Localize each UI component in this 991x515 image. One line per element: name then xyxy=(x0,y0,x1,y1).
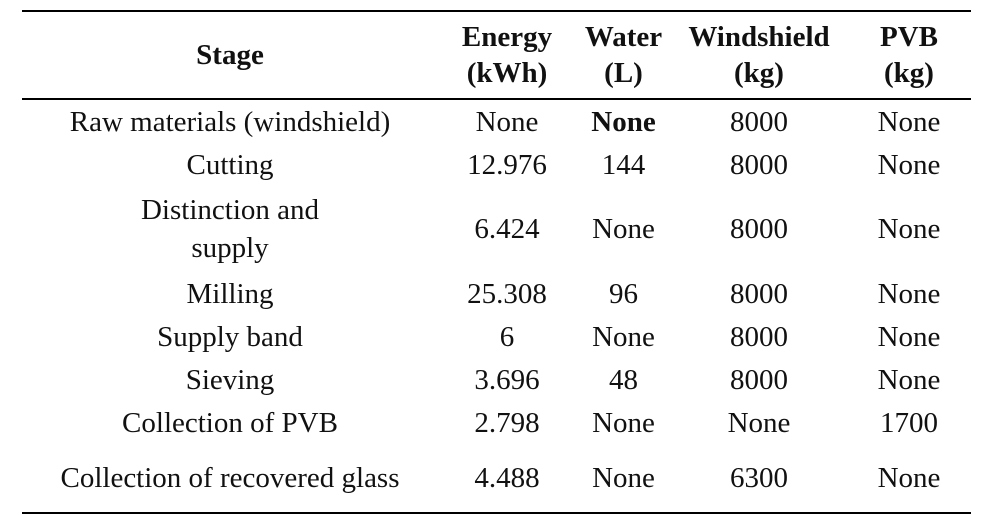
cell-pvb: 1700 xyxy=(880,406,938,439)
stage-text: Collection of recovered glass xyxy=(60,462,400,494)
cell-energy: None xyxy=(475,105,539,138)
stage-text: Cutting xyxy=(186,148,274,181)
cell-stage: Supply band xyxy=(22,315,438,358)
cell-pvb: None xyxy=(877,363,941,396)
header-stage: Stage xyxy=(22,11,438,99)
header-windshield-line-2: (kg) xyxy=(734,57,784,89)
table-header: Stage Energy (kWh) Water (L) Windshield … xyxy=(22,11,971,99)
cell-energy: 2.798 xyxy=(474,406,540,439)
cell-water: 144 xyxy=(601,148,646,181)
cell-pvb: None xyxy=(877,462,941,494)
data-table-container: Stage Energy (kWh) Water (L) Windshield … xyxy=(22,10,971,514)
cell-water: None xyxy=(592,320,655,353)
stage-text: Sieving xyxy=(185,363,275,396)
header-water: Water (L) xyxy=(576,11,671,99)
cell-windshield: 6300 xyxy=(730,462,788,494)
stage-text: Milling xyxy=(186,277,274,310)
table-row: Distinction and supply 6.424 None 8000 N… xyxy=(22,186,971,272)
cell-pvb: None xyxy=(877,277,941,310)
cell-stage: Raw materials (windshield) xyxy=(22,99,438,143)
cell-windshield: 8000 xyxy=(730,320,788,353)
cell-energy: 3.696 xyxy=(474,363,540,396)
cell-stage: Distinction and supply xyxy=(22,186,438,272)
cell-windshield: 8000 xyxy=(730,213,788,245)
cell-stage: Cutting xyxy=(22,143,438,186)
header-pvb-line-1: PVB xyxy=(880,21,938,53)
table-row: Collection of PVB 2.798 None None 1700 xyxy=(22,401,971,444)
cell-energy: 12.976 xyxy=(467,148,547,181)
cell-stage: Collection of recovered glass xyxy=(22,444,438,513)
cell-stage: Collection of PVB xyxy=(22,401,438,444)
cell-windshield: 8000 xyxy=(730,277,788,310)
cell-energy: 6.424 xyxy=(474,213,540,245)
stage-text-line-1: Distinction and xyxy=(140,194,319,226)
cell-water: 96 xyxy=(609,277,638,310)
stage-text: Supply band xyxy=(157,320,303,353)
cell-windshield: 8000 xyxy=(730,363,788,396)
cell-windshield: 8000 xyxy=(730,105,788,138)
cell-pvb: None xyxy=(877,105,941,138)
cell-stage: Sieving xyxy=(22,358,438,401)
cell-pvb: None xyxy=(877,213,941,245)
table-row: Cutting 12.976 144 8000 None xyxy=(22,143,971,186)
cell-energy: 6 xyxy=(499,320,515,353)
cell-water: None xyxy=(592,406,655,439)
stage-text: Raw materials (windshield) xyxy=(69,105,391,138)
table-row: Collection of recovered glass 4.488 None… xyxy=(22,444,971,513)
header-pvb-line-2: (kg) xyxy=(884,57,934,89)
stage-text: Collection of PVB xyxy=(122,406,338,439)
table-row: Milling 25.308 96 8000 None xyxy=(22,272,971,315)
header-stage-line-1: Stage xyxy=(196,39,264,71)
table-row: Sieving 3.696 48 8000 None xyxy=(22,358,971,401)
table-row: Supply band 6 None 8000 None xyxy=(22,315,971,358)
header-water-line-2: (L) xyxy=(604,57,643,89)
header-windshield: Windshield (kg) xyxy=(671,11,847,99)
cell-pvb: None xyxy=(877,148,941,181)
cell-water: 48 xyxy=(609,363,638,396)
header-water-line-1: Water xyxy=(584,21,663,53)
header-windshield-line-1: Windshield xyxy=(688,21,830,53)
header-row: Stage Energy (kWh) Water (L) Windshield … xyxy=(22,11,971,99)
cell-water: None xyxy=(591,105,656,138)
cell-energy: 25.308 xyxy=(467,277,547,310)
header-energy: Energy (kWh) xyxy=(438,11,576,99)
stage-resource-table: Stage Energy (kWh) Water (L) Windshield … xyxy=(22,10,971,514)
header-energy-line-1: Energy xyxy=(461,21,553,53)
cell-stage: Milling xyxy=(22,272,438,315)
header-pvb: PVB (kg) xyxy=(847,11,971,99)
cell-energy: 4.488 xyxy=(474,462,540,494)
cell-water: None xyxy=(592,213,655,245)
header-energy-line-2: (kWh) xyxy=(466,57,548,89)
table-row: Raw materials (windshield) None None 800… xyxy=(22,99,971,143)
table-body: Raw materials (windshield) None None 800… xyxy=(22,99,971,513)
cell-water: None xyxy=(592,462,655,494)
cell-windshield: None xyxy=(727,406,791,439)
cell-windshield: 8000 xyxy=(730,148,788,181)
stage-text-line-2: supply xyxy=(191,232,269,264)
cell-pvb: None xyxy=(877,320,941,353)
